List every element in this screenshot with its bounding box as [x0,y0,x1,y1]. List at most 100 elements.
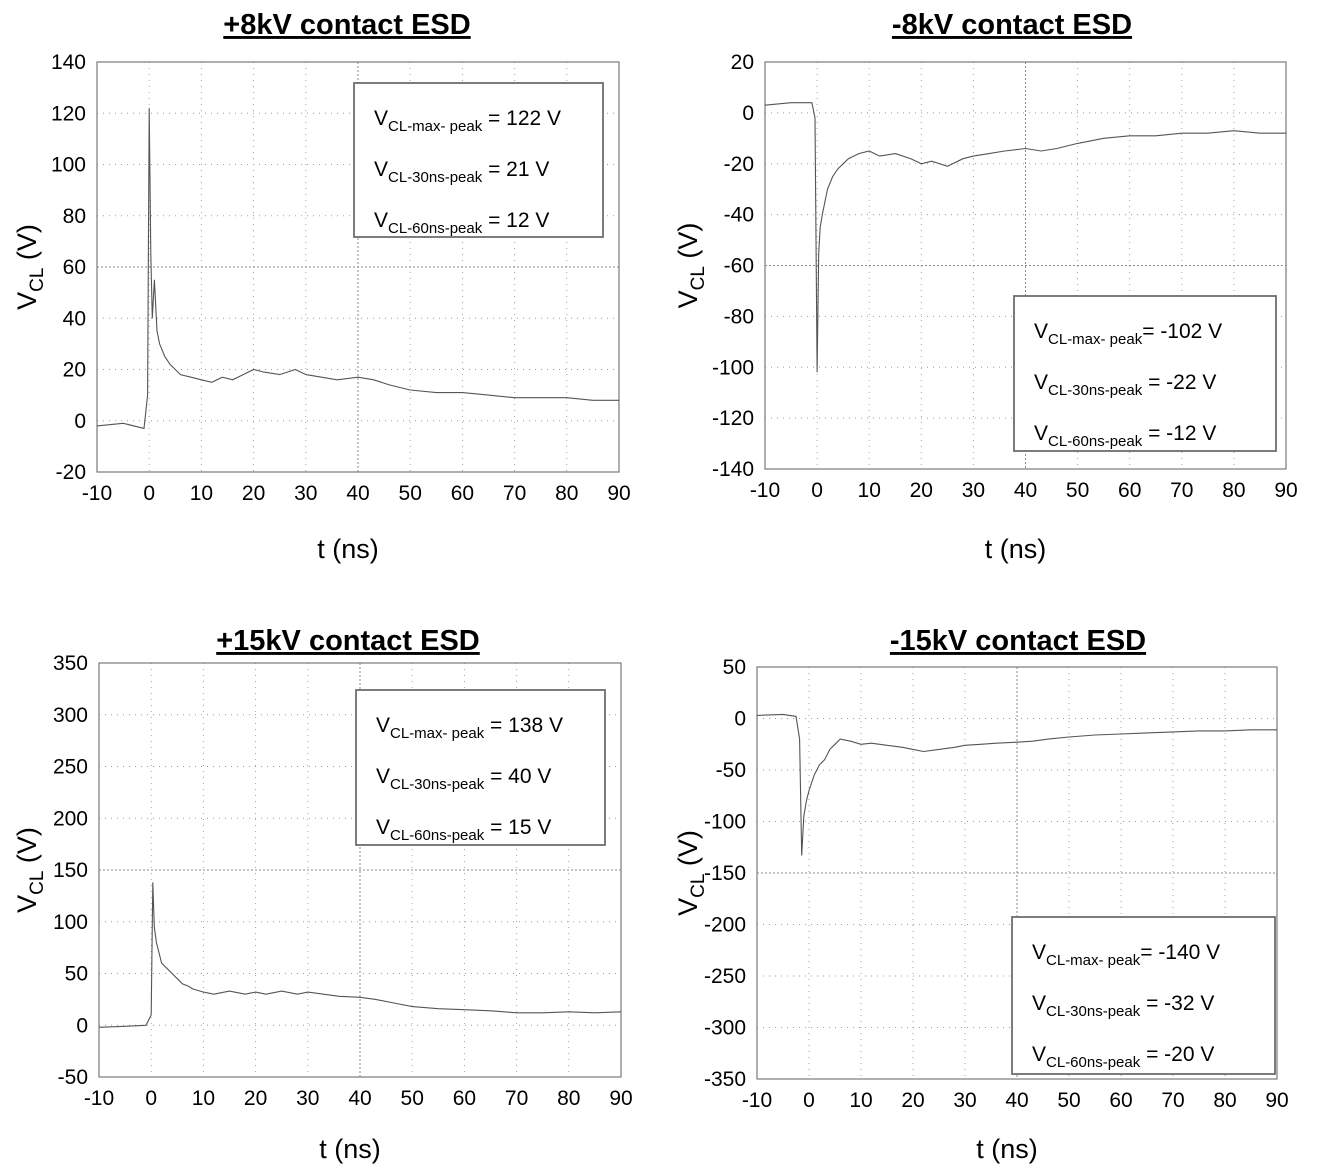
plot-area-frame [764,61,1287,470]
x-tick-label: -10 [742,1089,772,1112]
annotation-box [1013,295,1277,452]
x-tick-label: 70 [503,482,526,505]
plot-area-frame [756,666,1278,1080]
x-tick-label: 10 [192,1087,215,1110]
y-tick-label: 0 [742,102,754,125]
x-tick-label: 30 [962,479,985,502]
x-tick-label: 60 [1118,479,1141,502]
x-tick-label: 0 [811,479,823,502]
y-tick-label: -300 [704,1017,746,1040]
waveform-trace [98,882,622,1028]
chart-3: +15kV contact ESD -10 0 10 20 30 40 50 60 70 80 90 -… [12,625,633,1164]
annotation-line: VCL-30ns-peak = 40 V [376,765,551,793]
x-tick-label: -10 [84,1087,114,1110]
x-tick-label: 90 [609,1087,632,1110]
x-tick-label: 20 [910,479,933,502]
y-tick-label: 20 [731,51,754,74]
y-tick-label: -60 [724,255,754,278]
x-tick-label: 0 [143,482,155,505]
y-tick-label: 0 [734,708,746,731]
y-tick-label: 60 [63,256,86,279]
annotation-box [355,689,606,846]
y-tick-label: 40 [63,307,86,330]
x-tick-label: 30 [953,1089,976,1112]
y-tick-label: 350 [53,652,88,675]
y-tick-label: 50 [65,963,88,986]
x-tick-label: 60 [1109,1089,1132,1112]
annotation-line: VCL-max- peak= -140 V [1032,941,1220,969]
x-axis-label: t (ns) [976,1134,1038,1164]
annotation-line: VCL-max- peak= -102 V [1034,320,1222,348]
x-tick-label: 70 [1161,1089,1184,1112]
annotation-line: VCL-max- peak = 138 V [376,714,563,742]
y-tick-label: 150 [53,859,88,882]
x-tick-label: 60 [453,1087,476,1110]
x-tick-label: 80 [1222,479,1245,502]
x-tick-label: 70 [505,1087,528,1110]
y-tick-label: -40 [724,204,754,227]
y-tick-label: 200 [53,807,88,830]
x-tick-label: 0 [145,1087,157,1110]
x-tick-label: 40 [348,1087,371,1110]
chart-title: -15kV contact ESD [890,625,1146,657]
y-tick-label: 80 [63,205,86,228]
y-tick-label: -80 [724,305,754,328]
x-tick-label: 40 [346,482,369,505]
x-tick-label: 70 [1170,479,1193,502]
y-tick-label: 20 [63,359,86,382]
x-tick-label: 30 [294,482,317,505]
chart-title: +8kV contact ESD [223,9,470,41]
plot-area-frame [96,61,620,473]
x-tick-label: 60 [451,482,474,505]
annotation-line: VCL-60ns-peak = 12 V [374,209,549,237]
annotation-line: VCL-30ns-peak = 21 V [374,158,549,186]
x-tick-label: 80 [1213,1089,1236,1112]
x-tick-label: 90 [607,482,630,505]
x-tick-label: 90 [1265,1089,1288,1112]
y-tick-label: -100 [712,356,754,379]
y-tick-label: -120 [712,407,754,430]
x-tick-label: 50 [399,482,422,505]
y-axis-label: VCL (V) [673,223,709,309]
x-tick-label: 20 [244,1087,267,1110]
annotation-box [353,82,604,238]
x-tick-label: 80 [557,1087,580,1110]
waveform-trace [756,713,1277,856]
annotation-line: VCL-60ns-peak = -12 V [1034,422,1216,450]
waveform-trace [764,102,1286,373]
x-tick-label: 20 [901,1089,924,1112]
y-axis-label: VCL (V) [12,224,48,310]
chart-2: -8kV contact ESD-10 0 10 20 30 40 50 60 70 80 90-1… [673,9,1298,564]
y-tick-label: 100 [51,154,86,177]
y-tick-label: 0 [76,1014,88,1037]
y-tick-label: 50 [723,656,746,679]
plot-area-frame [98,662,622,1078]
annotation-line: VCL-max- peak = 122 V [374,107,561,135]
annotation-line: VCL-60ns-peak = -20 V [1032,1043,1214,1071]
x-tick-label: 50 [1066,479,1089,502]
x-tick-label: 10 [190,482,213,505]
x-tick-label: 30 [296,1087,319,1110]
y-tick-label: 250 [53,756,88,779]
waveform-trace [96,108,619,430]
y-tick-label: 120 [51,102,86,125]
annotation-line: VCL-30ns-peak = -32 V [1032,992,1214,1020]
x-axis-label: t (ns) [985,534,1047,564]
y-tick-label: 100 [53,911,88,934]
annotation-line: VCL-60ns-peak = 15 V [376,816,551,844]
y-tick-label: -20 [56,461,86,484]
x-tick-label: 80 [555,482,578,505]
y-tick-label: -200 [704,914,746,937]
x-axis-label: t (ns) [317,534,379,564]
y-tick-label: -350 [704,1068,746,1091]
x-tick-label: 90 [1274,479,1297,502]
y-axis-label: VCL (V) [12,827,48,913]
y-tick-label: -50 [716,759,746,782]
annotation-line: VCL-30ns-peak = -22 V [1034,371,1216,399]
x-tick-label: 40 [1014,479,1037,502]
annotation-box [1011,916,1276,1075]
x-tick-label: 50 [1057,1089,1080,1112]
y-axis-label: VCL (V) [673,830,709,916]
x-axis-label: t (ns) [319,1134,381,1164]
